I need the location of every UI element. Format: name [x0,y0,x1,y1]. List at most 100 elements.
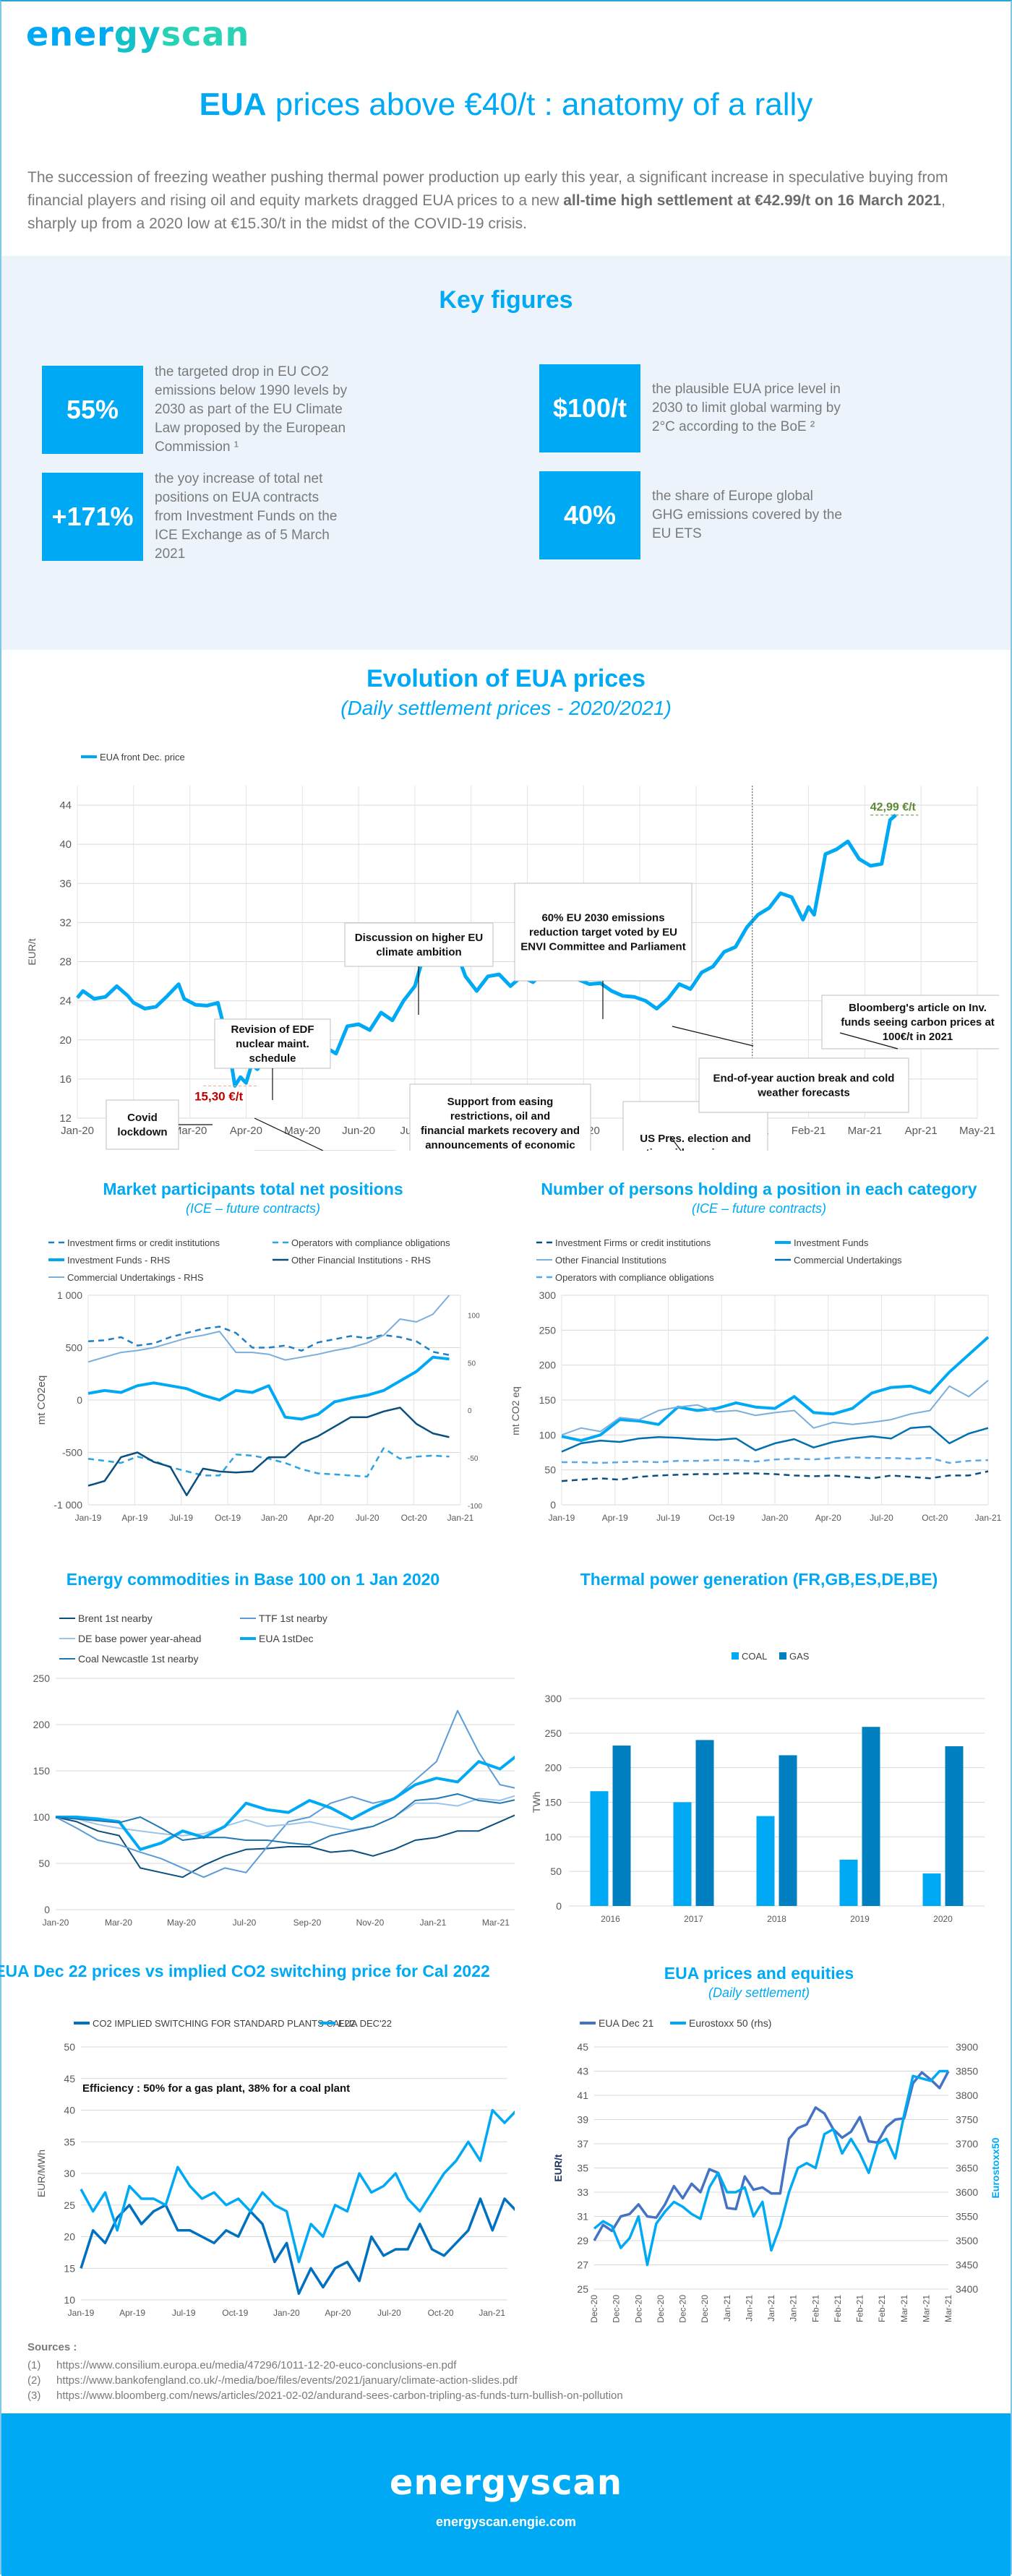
y2-tick-label: 3450 [956,2259,978,2271]
x-tick-label: Feb-21 [855,2295,865,2322]
y2-axis-label: Eurostoxx50 [990,2137,1001,2198]
intro-paragraph: The succession of freezing weather pushi… [27,169,948,232]
key-figure-text: the plausible EUA price level in 2030 to… [652,382,841,434]
sources: Sources : (1) https://www.consilium.europ… [27,2341,623,2402]
x-tick-label: Dec-20 [633,2295,643,2323]
footer-link[interactable]: energyscan.engie.com [435,2515,577,2529]
legend-label: Investment Funds - RHS [67,1255,171,1266]
bar-gas [862,1727,880,1906]
x-tick-label: Jan-20 [61,1125,94,1137]
x-tick-label: 2020 [933,1914,953,1924]
x-tick-label: Dec-20 [678,2295,688,2323]
key-figure-value: +171% [42,473,143,561]
y-tick-label: 50 [64,2041,75,2053]
annotation-text: weather forecasts [757,1087,850,1099]
y-tick-label: 29 [577,2235,588,2246]
x-tick-label: Jul-20 [377,2308,401,2318]
source-link[interactable]: https://www.bankofengland.co.uk/-/media/… [56,2374,518,2387]
source-link[interactable]: https://www.consilium.europa.eu/media/47… [56,2359,457,2371]
legend-label: Investment Funds [794,1237,869,1248]
y-tick-label: 39 [577,2114,588,2126]
series-line-4 [562,1456,989,1464]
y2-tick-label: 50 [468,1360,476,1368]
bar-gas [695,1740,714,1906]
net-positions-chart: Investment firms or credit institutions O… [35,1237,482,1523]
y-tick-label: 300 [539,1289,557,1301]
legend-label: Other Financial Institutions - RHS [291,1255,431,1266]
y-tick-label: 150 [539,1394,557,1406]
x-tick-label: Feb-21 [877,2295,887,2322]
y-tick-label: 250 [545,1727,562,1739]
y2-tick-label: 0 [468,1407,472,1415]
series-line-3 [87,1407,450,1497]
bar-coal [590,1791,609,1906]
legend-label: TTF 1st nearby [259,1613,327,1624]
key-figure-value: 40% [539,471,640,559]
x-tick-label: Mar-21 [848,1125,883,1137]
x-tick-label: Jan-20 [762,1513,789,1523]
y-tick-label: 150 [545,1797,562,1808]
x-tick-label: Jan-21 [744,2295,754,2322]
y2-tick-label: 3550 [956,2211,978,2223]
legend-label: Operators with compliance obligations [555,1272,714,1283]
x-tick-label: Sep-20 [293,1918,322,1928]
annotation-text: reduction target voted by EU [529,927,677,939]
y-axis-label: EUR/t [26,938,38,965]
x-tick-label: Dec-20 [589,2295,599,2323]
legend-label: EUA DEC'22 [338,2018,392,2029]
x-tick-label: Jan-21 [975,1513,1002,1523]
bar-coal [922,1873,941,1906]
key-figure-text: the share of Europe global GHG emissions… [652,489,842,541]
annotation-text: funds seeing carbon prices at [841,1016,995,1029]
x-tick-label: Jul-19 [169,1513,193,1523]
y-tick-label: 25 [64,2199,75,2211]
series-line-0 [87,1326,450,1356]
y-tick-label: 40 [64,2105,75,2116]
x-tick-label: Mar-20 [173,1125,207,1137]
y-tick-label: 35 [577,2163,588,2174]
key-figure-card: $100/t the plausible EUA price level in … [539,364,847,452]
x-tick-label: Jan-21 [722,2295,732,2322]
annotation-text: US Pres. election and [640,1133,750,1145]
thermal-chart: 0 50 100 150 200 250 300 TWh COAL GAS 2016 2017 2018… [531,1651,985,1924]
x-tick-label: 2019 [850,1914,870,1924]
y-tick-label: 12 [59,1112,72,1125]
x-tick-label: Feb-21 [792,1125,826,1137]
y-tick-label: 24 [59,995,72,1008]
annotation-arrow [254,1117,324,1151]
x-tick-label: May-20 [284,1125,320,1137]
x-tick-label: May-21 [959,1125,995,1137]
x-tick-label: Mar-20 [105,1918,132,1928]
y-axis-label: mt CO2eq [35,1375,48,1425]
y-tick-label: 200 [545,1762,562,1774]
source-link[interactable]: https://www.bloomberg.com/news/articles/… [56,2390,623,2402]
thermal-title: Thermal power generation (FR,GB,ES,DE,BE… [580,1570,938,1589]
y2-tick-label: 3750 [956,2114,978,2126]
x-tick-label: Jul-19 [172,2308,196,2318]
x-tick-label: Feb-21 [810,2295,820,2322]
annotation-arrow [839,1032,899,1049]
y-tick-label: 1 000 [57,1289,82,1301]
x-tick-label: Mar-21 [482,1918,510,1928]
x-tick-label: Apr-19 [602,1513,628,1523]
annotation-text: 60% EU 2030 emissions [541,912,664,924]
y2-tick-label: -100 [468,1503,482,1511]
page-title: EUA prices above €40/t : anatomy of a ra… [199,87,813,122]
persons-title: Number of persons holding a position in … [541,1180,977,1198]
series-line-1 [80,2108,515,2264]
x-tick-label: Jan-21 [789,2295,799,2322]
key-figures-section: Key figures 55% the targeted drop in EU … [1,256,1011,650]
switching-chart: CO2 IMPLIED SWITCHING FOR STANDARD PLANT… [35,2018,515,2318]
annotation-box [409,1083,591,1151]
annotation-text: lockdown [117,1126,167,1138]
y-tick-label: 500 [66,1342,83,1354]
y-tick-label: 250 [539,1324,557,1336]
key-figures-title: Key figures [439,286,573,314]
legend-label: COAL [742,1651,767,1662]
x-tick-label: 2016 [601,1914,620,1924]
source-item: (1) https://www.consilium.europa.eu/media… [27,2359,457,2371]
legend-label: Other Financial Institutions [555,1255,666,1266]
x-tick-label: Dec-20 [700,2295,710,2323]
x-tick-label: Nov-20 [356,1918,385,1928]
